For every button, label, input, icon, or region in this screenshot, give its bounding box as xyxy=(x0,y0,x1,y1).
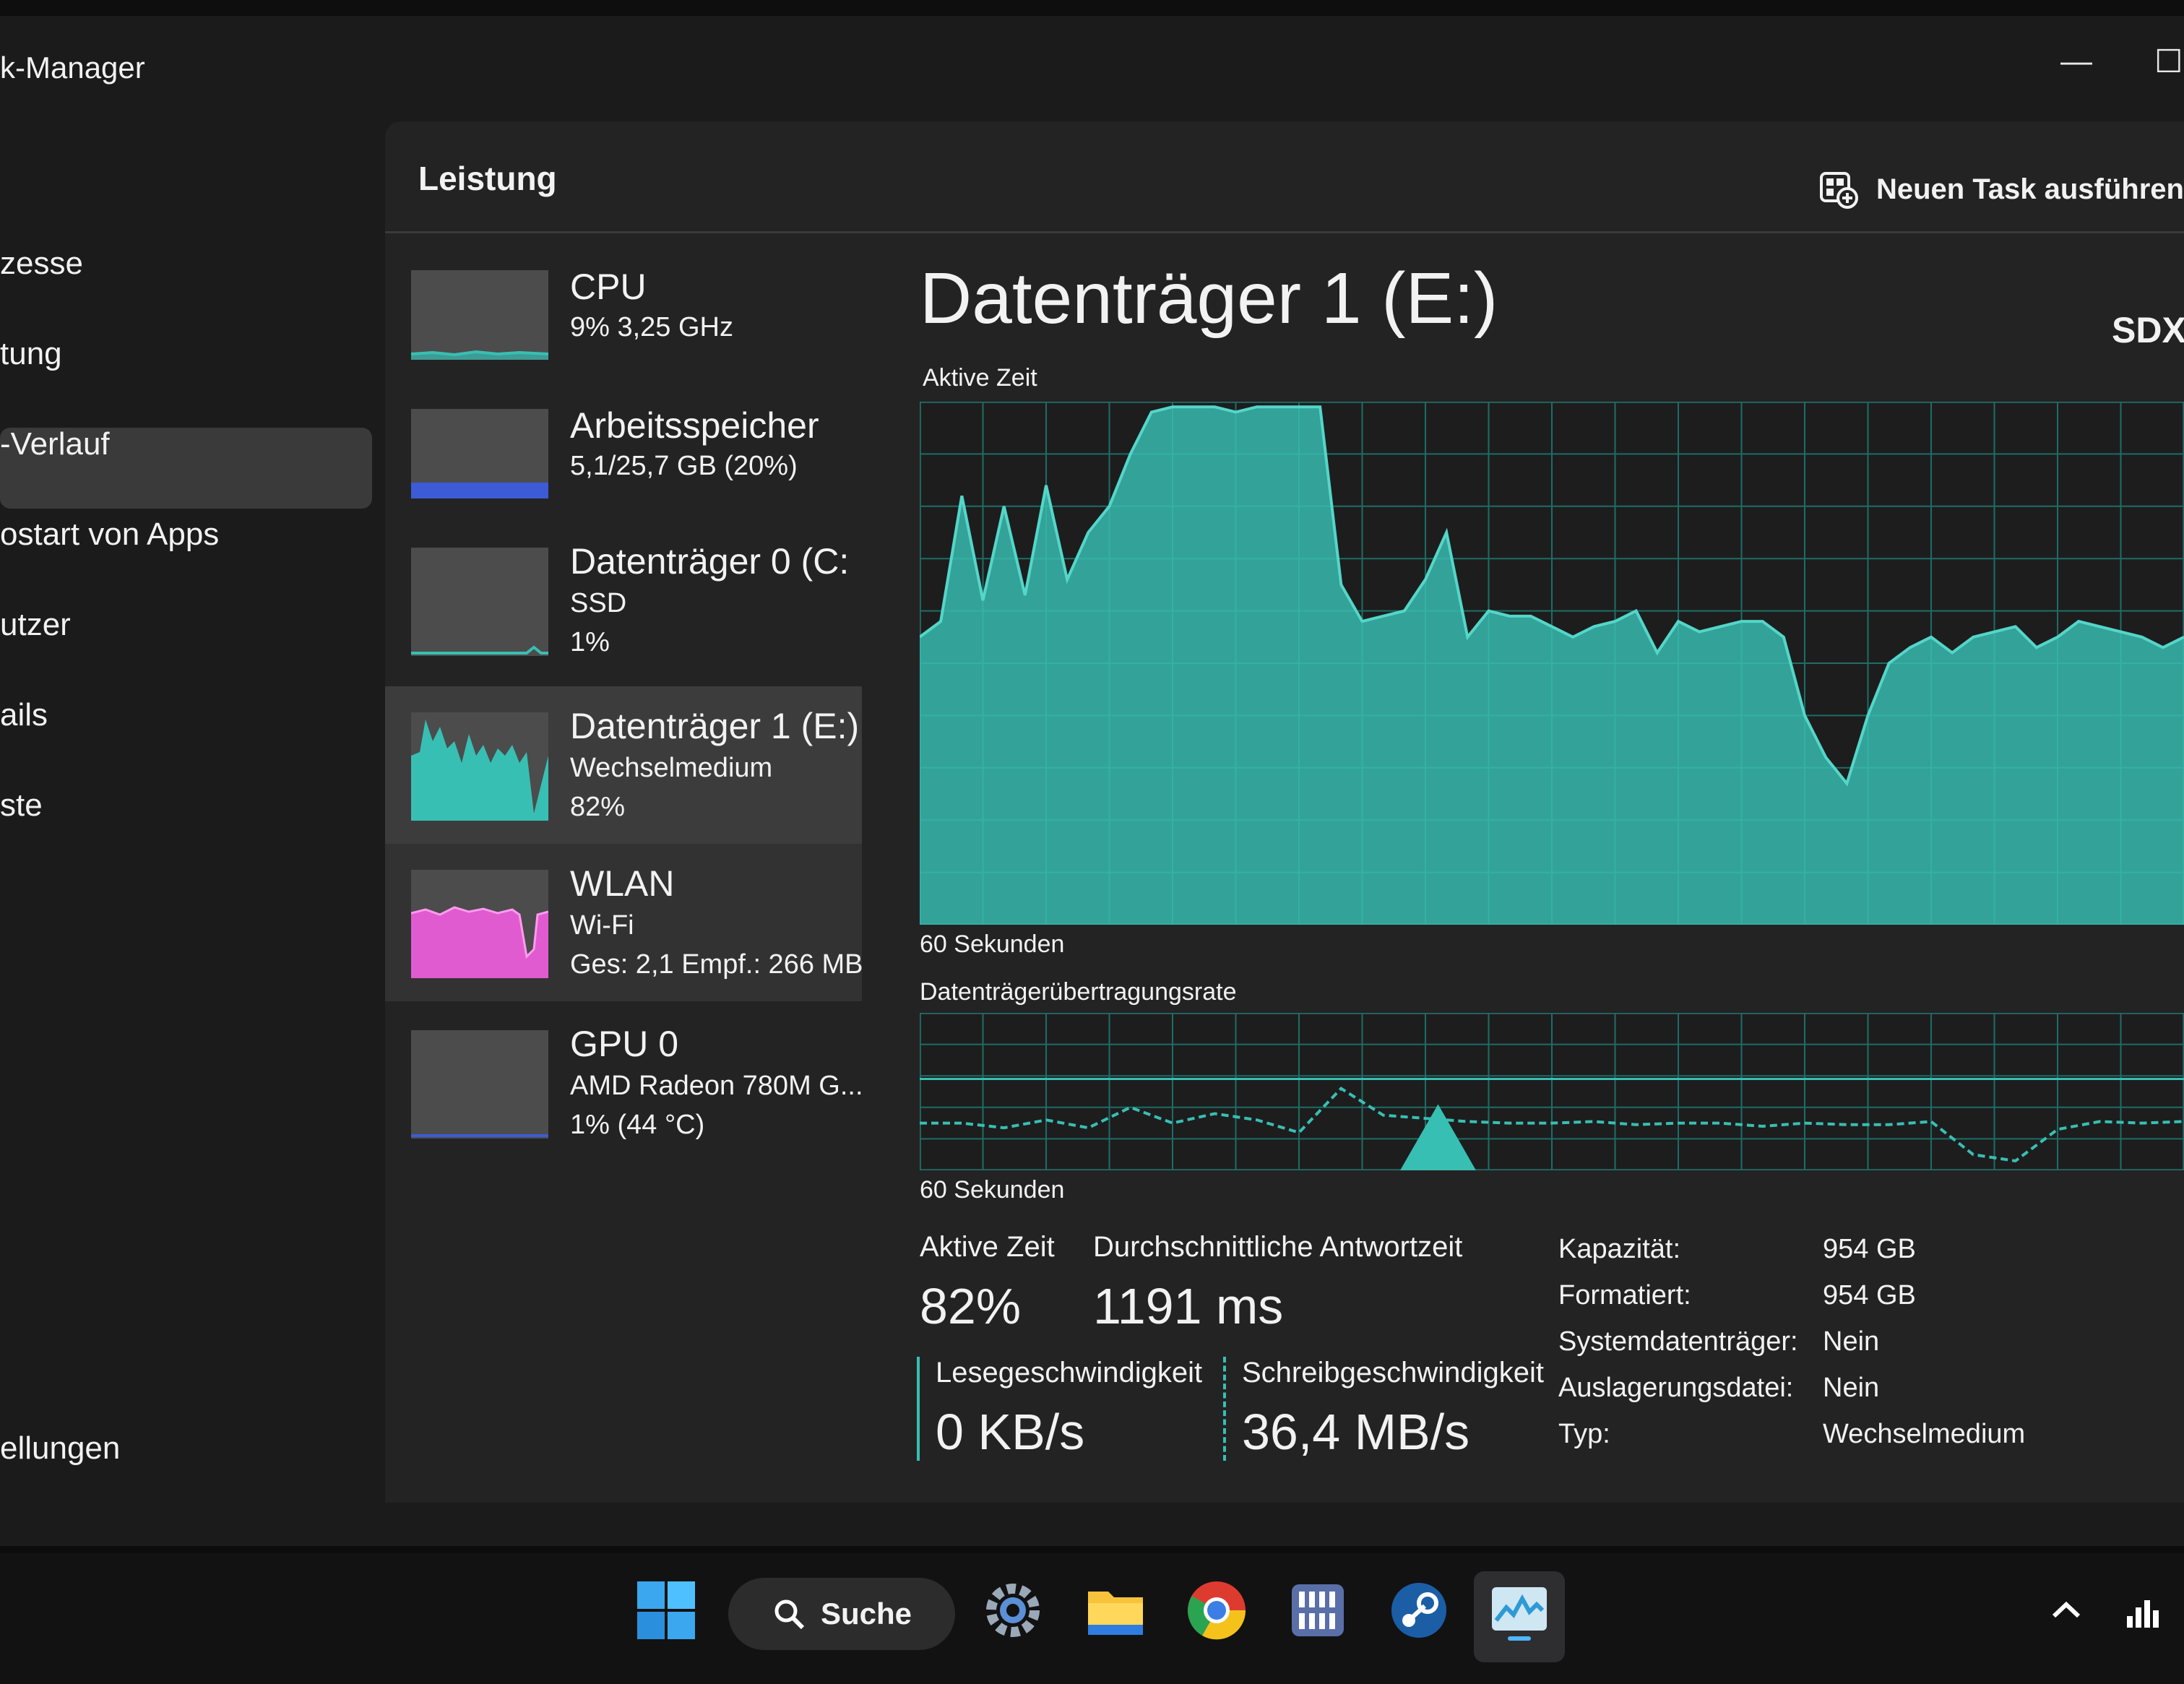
device-sub1: AMD Radeon 780M G... xyxy=(570,1071,863,1101)
device-wlan[interactable]: WLAN Wi-Fi Ges: 2,1 Empf.: 266 MB xyxy=(385,844,863,1001)
write-speed-marker xyxy=(1223,1357,1226,1461)
seconds-label-2: 60 Sekunden xyxy=(920,1176,1065,1204)
device-sub1: Wi-Fi xyxy=(570,910,634,941)
prop-pagefile-value: Nein xyxy=(1823,1373,1880,1403)
device-sub1: Wechselmedium xyxy=(570,753,773,783)
active-time-line xyxy=(920,405,2184,787)
device-sub1: 9% 3,25 GHz xyxy=(570,312,733,342)
device-disk-1[interactable]: Datenträger 1 (E:) Wechselmedium 82% xyxy=(385,686,862,844)
run-task-label: Neuen Task ausführen xyxy=(1876,173,2184,205)
stat-write-label: Schreibgeschwindigkeit xyxy=(1242,1357,1545,1389)
device-sub2: 82% xyxy=(570,792,626,822)
active-time-chart xyxy=(920,402,2184,925)
steam-icon[interactable] xyxy=(1387,1579,1451,1642)
system-tray-icon[interactable] xyxy=(2117,1579,2175,1642)
device-name: Datenträger 0 (C: xyxy=(570,541,850,582)
prop-system-disk-label: Systemdatenträger: xyxy=(1558,1326,1798,1357)
active-time-chart-label: Aktive Zeit xyxy=(923,364,1037,392)
sidebar-item-services[interactable]: ste xyxy=(0,787,43,823)
stat-read-value: 0 KB/s xyxy=(936,1404,1085,1460)
search-icon xyxy=(774,1599,805,1630)
prop-capacity-label: Kapazität: xyxy=(1558,1234,1680,1264)
stat-active-time-value: 82% xyxy=(920,1278,1022,1334)
panel-header: Leistung Neuen Task ausführen xyxy=(385,121,2184,233)
settings-gear-icon[interactable] xyxy=(981,1579,1045,1642)
maximize-button[interactable]: ☐ xyxy=(2154,44,2183,79)
device-disk-0[interactable]: Datenträger 0 (C: SSD 1% xyxy=(385,522,862,679)
sidebar-item-processes[interactable]: zesse xyxy=(0,246,83,281)
sidebar-item-startup-apps[interactable]: ostart von Apps xyxy=(0,517,220,552)
file-explorer-icon[interactable] xyxy=(1084,1579,1147,1642)
stat-write-value: 36,4 MB/s xyxy=(1242,1404,1470,1460)
device-sub2: Ges: 2,1 Empf.: 266 MB xyxy=(570,949,863,980)
detail-title: Datenträger 1 (E:) xyxy=(920,258,1498,339)
minimize-button[interactable]: — xyxy=(2060,43,2092,79)
memory-thumbnail xyxy=(411,409,548,498)
prop-type-value: Wechselmedium xyxy=(1823,1419,2026,1449)
task-manager-window: k-Manager — ☐ zesse tung -Verlauf ostart… xyxy=(0,0,2184,1546)
windows-start-icon[interactable] xyxy=(634,1579,698,1642)
device-name: GPU 0 xyxy=(570,1024,679,1064)
wlan-thumbnail xyxy=(411,870,548,978)
device-name: Datenträger 1 (E:) xyxy=(570,706,860,746)
chrome-icon[interactable] xyxy=(1185,1579,1248,1642)
gpu-thumbnail xyxy=(411,1030,548,1139)
seconds-label-1: 60 Sekunden xyxy=(920,930,1065,958)
active-time-area xyxy=(920,407,2184,925)
device-name: CPU xyxy=(570,267,647,307)
device-sub2: 1% xyxy=(570,627,610,657)
prop-formatted-value: 954 GB xyxy=(1823,1280,1916,1311)
sidebar-item-users[interactable]: utzer xyxy=(0,607,71,642)
stat-response-value: 1191 ms xyxy=(1093,1278,1284,1334)
prop-pagefile-label: Auslagerungsdatei: xyxy=(1558,1373,1794,1403)
task-manager-icon[interactable] xyxy=(1488,1579,1551,1642)
device-sub2: 1% (44 °C) xyxy=(570,1110,705,1140)
stat-active-time-label: Aktive Zeit xyxy=(920,1231,1055,1263)
sidebar: zesse tung -Verlauf ostart von Apps utze… xyxy=(0,116,376,1503)
sidebar-item-app-history[interactable]: -Verlauf xyxy=(0,426,110,462)
device-cpu[interactable]: CPU 9% 3,25 GHz xyxy=(385,244,862,402)
prop-type-label: Typ: xyxy=(1558,1419,1610,1449)
run-task-icon xyxy=(1819,172,1858,209)
prop-system-disk-value: Nein xyxy=(1823,1326,1880,1357)
device-sub1: 5,1/25,7 GB (20%) xyxy=(570,451,798,481)
write-rate-line xyxy=(920,1087,2184,1163)
device-model: SDXC xyxy=(2112,310,2184,350)
disk0-thumbnail xyxy=(411,548,548,656)
sidebar-active-highlight xyxy=(0,428,372,509)
transfer-chart-label: Datenträgerübertragungsrate xyxy=(920,978,1237,1006)
read-rate-spike xyxy=(1400,1104,1476,1170)
sidebar-item-settings[interactable]: ellungen xyxy=(0,1430,121,1466)
stat-read-label: Lesegeschwindigkeit xyxy=(936,1357,1203,1389)
cpu-thumbnail xyxy=(411,270,548,360)
title-bar xyxy=(0,0,2184,16)
sidebar-item-details[interactable]: ails xyxy=(0,697,48,733)
chevron-up-icon[interactable] xyxy=(2041,1579,2092,1642)
taskbar-search[interactable]: Suche xyxy=(728,1578,955,1650)
read-speed-marker xyxy=(917,1357,920,1461)
device-name: WLAN xyxy=(570,863,675,904)
page-title: Leistung xyxy=(418,160,557,197)
transfer-rate-chart xyxy=(920,1013,2184,1170)
run-new-task-button[interactable]: Neuen Task ausführen xyxy=(1818,169,2184,210)
prop-capacity-value: 954 GB xyxy=(1823,1234,1916,1264)
device-sub1: SSD xyxy=(570,588,627,618)
prop-formatted-label: Formatiert: xyxy=(1558,1280,1691,1311)
sidebar-item-performance[interactable]: tung xyxy=(0,336,62,371)
chart-grid xyxy=(920,1013,2184,1170)
app-title: k-Manager xyxy=(0,51,145,85)
disk1-thumbnail xyxy=(411,712,548,821)
stat-response-label: Durchschnittliche Antwortzeit xyxy=(1093,1231,1463,1263)
search-label: Suche xyxy=(820,1597,912,1631)
device-memory[interactable]: Arbeitsspeicher 5,1/25,7 GB (20%) xyxy=(385,383,862,540)
device-gpu[interactable]: GPU 0 AMD Radeon 780M G... 1% (44 °C) xyxy=(385,1004,863,1162)
device-name: Arbeitsspeicher xyxy=(570,405,819,446)
app-grid-icon[interactable] xyxy=(1286,1579,1350,1642)
